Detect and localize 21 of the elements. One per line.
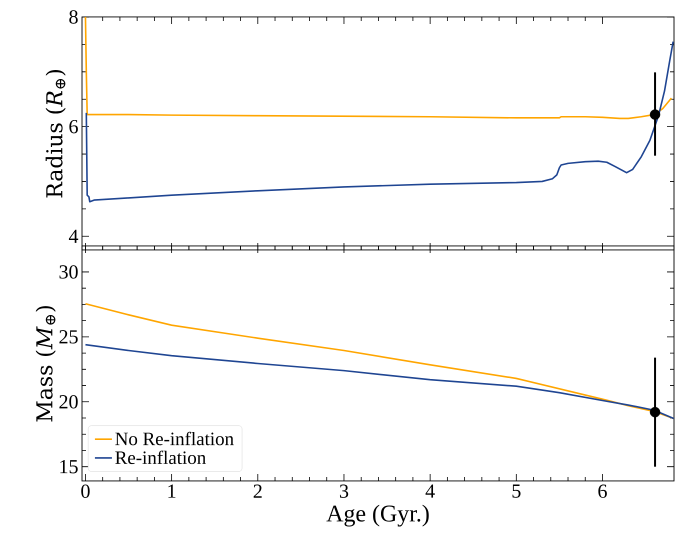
x-tick-label: 5 [512, 484, 521, 498]
y-tick-label: 8 [69, 10, 78, 24]
x-tick-label: 2 [254, 484, 262, 498]
x-tick-label: 0 [81, 484, 90, 498]
x-tick-label: 1 [168, 484, 176, 498]
x-tick-label: 6 [598, 484, 607, 498]
x-tick-label: 3 [340, 484, 348, 498]
x-tick-label: 4 [426, 484, 435, 498]
y-tick-label: 20 [59, 395, 78, 408]
y-tick-label: 15 [60, 460, 78, 474]
legend-label: No Re-inflation [115, 432, 234, 446]
y-axis-title: Mass (M$_{⊕}$) [36, 306, 56, 422]
line-series [84, 344, 674, 420]
y-tick-label: 6 [69, 120, 78, 134]
y-axis-title: Radius (R$_{⊕}$) [46, 70, 66, 198]
y-tick-label: 25 [59, 330, 78, 344]
y-tick-label: 4 [68, 230, 78, 243]
line-series [86, 40, 674, 203]
y-tick-label: 30 [60, 265, 78, 279]
legend-label: Re-inflation [115, 450, 206, 464]
x-axis-title: Age (Gyr.) [326, 504, 429, 527]
